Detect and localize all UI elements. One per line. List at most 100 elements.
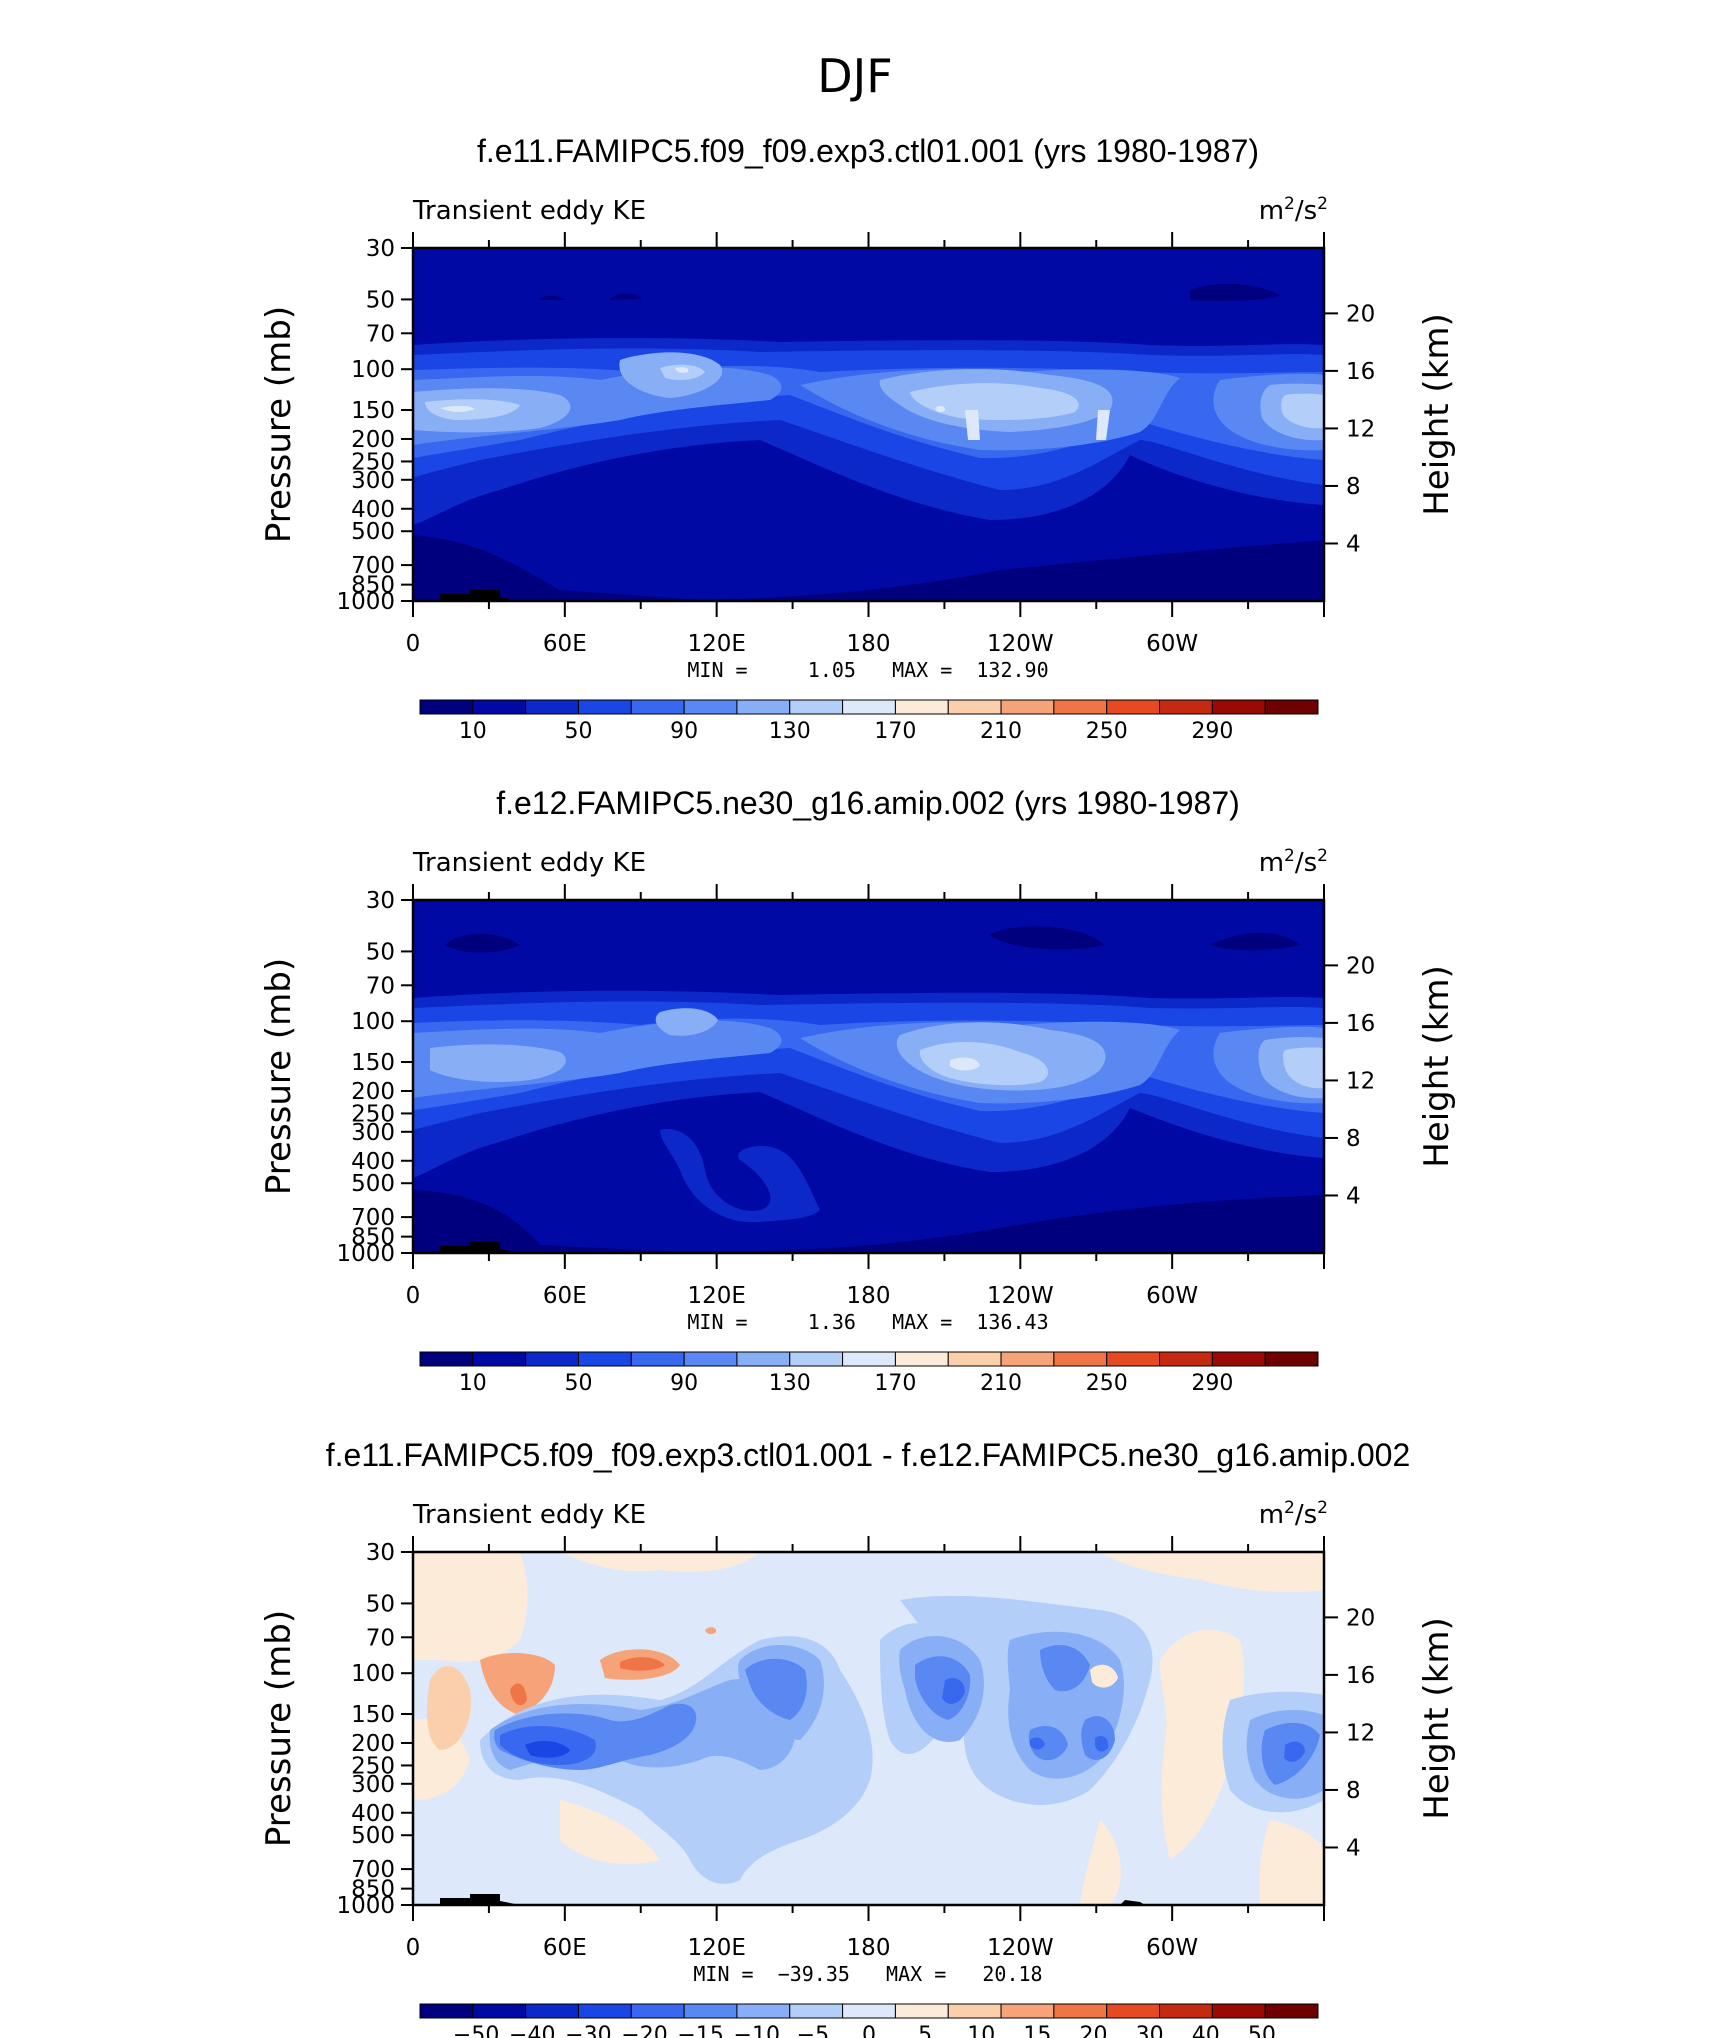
colorbar-box — [577, 1351, 632, 1367]
colorbar-label: 290 — [1191, 1371, 1233, 1396]
panel-3-contours — [413, 1552, 1324, 1905]
colorbar-label: 50 — [1248, 2023, 1276, 2038]
colorbar-box — [419, 1351, 474, 1367]
colorbar-box — [577, 699, 632, 715]
y-tick-label: 500 — [351, 519, 395, 545]
colorbar-box — [842, 2003, 896, 2019]
x-tick-label: 60W — [1146, 1935, 1198, 1961]
colorbar-label: 170 — [874, 1371, 916, 1396]
colorbar-box — [1264, 2003, 1319, 2019]
colorbar-label: 250 — [1086, 1371, 1128, 1396]
colorbar-box — [1106, 699, 1161, 715]
colorbar-box — [894, 699, 949, 715]
colorbar-label: 250 — [1086, 719, 1128, 744]
contour-fill-low — [413, 1190, 1324, 1253]
x-tick-label: 120W — [987, 1935, 1054, 1961]
y-tick-label: 150 — [351, 1050, 395, 1076]
y-tick-label: 1000 — [336, 589, 395, 615]
y-tick-label: 200 — [351, 1079, 395, 1105]
y-tick-label: 850 — [351, 1877, 395, 1903]
x-tick-label: 0 — [406, 1283, 421, 1309]
y-tick-label: 700 — [351, 1205, 395, 1231]
contour-fill-pos-5-10 — [427, 1666, 471, 1750]
x-tick-label: 60W — [1146, 1283, 1198, 1309]
y-tick-label: 150 — [351, 1702, 395, 1728]
colorbar-label: 15 — [1023, 2023, 1051, 2038]
y-tick-label: 250 — [351, 1101, 395, 1127]
colorbar-box — [1000, 1351, 1055, 1367]
colorbar-box — [577, 2003, 632, 2019]
colorbar-label: 30 — [1136, 2023, 1164, 2038]
y-tick-label: 700 — [351, 1857, 395, 1883]
panel-3-units: m2/s2 — [1259, 1498, 1328, 1530]
colorbar-box — [947, 699, 1002, 715]
y-right-tick-label: 16 — [1346, 1663, 1375, 1689]
colorbar-label: −40 — [509, 2023, 555, 2038]
colorbar-box — [1053, 2003, 1108, 2019]
y-right-tick-label: 16 — [1346, 1011, 1375, 1037]
panel-1-units: m2/s2 — [1259, 194, 1328, 226]
colorbar-box — [1211, 2003, 1266, 2019]
colorbar-box — [1106, 1351, 1161, 1367]
y-tick-label: 100 — [351, 1009, 395, 1035]
contour-fill-pos-20 — [510, 1657, 665, 1706]
colorbar-label: −10 — [734, 2023, 780, 2038]
colorbar-label: 0 — [862, 2023, 876, 2038]
y-right-tick-label: 20 — [1346, 953, 1375, 979]
colorbar-box — [1211, 699, 1266, 715]
colorbar-box — [789, 699, 844, 715]
panel-3-stats: MIN = −39.35 MAX = 20.18 — [693, 1962, 1042, 1986]
colorbar-box — [419, 699, 474, 715]
y-right-axis-label: Height (km) — [1417, 313, 1457, 516]
colorbar-label: 10 — [459, 719, 487, 744]
y-tick-label: 1000 — [336, 1893, 395, 1919]
colorbar-label: 130 — [769, 1371, 811, 1396]
colorbar-label: 90 — [670, 719, 698, 744]
colorbar-box — [683, 2003, 738, 2019]
colorbar-box — [525, 2003, 579, 2019]
y-axis-label: Pressure (mb) — [259, 306, 299, 543]
panel-1-colorbar: 10 50 90 130 170 210 250 290 — [419, 699, 1319, 744]
y-right-axis-label: Height (km) — [1417, 1617, 1457, 1820]
y-tick-label: 300 — [351, 1120, 395, 1146]
colorbar-box — [1000, 699, 1055, 715]
colorbar-box — [1159, 1351, 1213, 1367]
panel-3-colorbar: −50 −40 −30 −20 −15 −10 −5 0 5 10 15 20 30 40 50 — [419, 2003, 1319, 2038]
colorbar-box — [736, 699, 791, 715]
colorbar-label: −30 — [565, 2023, 611, 2038]
colorbar-box — [472, 699, 527, 715]
panel-1-stats: MIN = 1.05 MAX = 132.90 — [687, 658, 1048, 682]
orography — [440, 1242, 520, 1253]
colorbar-box — [630, 1351, 685, 1367]
contour-fill-lows-upper — [540, 283, 1280, 301]
colorbar-box — [736, 1351, 791, 1367]
y-tick-label: 50 — [366, 939, 395, 965]
colorbar-label: 290 — [1191, 719, 1233, 744]
colorbar-box — [683, 699, 738, 715]
y-tick-label: 30 — [366, 236, 395, 262]
colorbar-box — [1264, 699, 1319, 715]
panel-3: f.e11.FAMIPC5.f09_f09.exp3.ctl01.001 - f… — [259, 1437, 1457, 2038]
y-tick-label: 850 — [351, 573, 395, 599]
colorbar-label: 10 — [967, 2023, 995, 2038]
panel-2-stats: MIN = 1.36 MAX = 136.43 — [687, 1310, 1048, 1334]
x-tick-label: 180 — [847, 631, 891, 657]
contour-fill-band-90 — [919, 1041, 1324, 1089]
x-tick-label: 120E — [687, 631, 745, 657]
y-right-tick-label: 12 — [1346, 416, 1375, 442]
colorbar-box — [1000, 2003, 1055, 2019]
colorbar-label: −5 — [797, 2023, 829, 2038]
y-right-tick-label: 16 — [1346, 359, 1375, 385]
y-tick-label: 300 — [351, 468, 395, 494]
y-axis-label: Pressure (mb) — [259, 958, 299, 1195]
contour-fill-low — [413, 535, 1324, 601]
colorbar-label: 40 — [1192, 2023, 1220, 2038]
colorbar-box — [894, 1351, 949, 1367]
contour-fill-neg-15-20 — [494, 1645, 1320, 1785]
y-tick-label: 30 — [366, 1540, 395, 1566]
panel-3-title: f.e11.FAMIPC5.f09_f09.exp3.ctl01.001 - f… — [326, 1437, 1411, 1473]
colorbar-box — [525, 699, 579, 715]
